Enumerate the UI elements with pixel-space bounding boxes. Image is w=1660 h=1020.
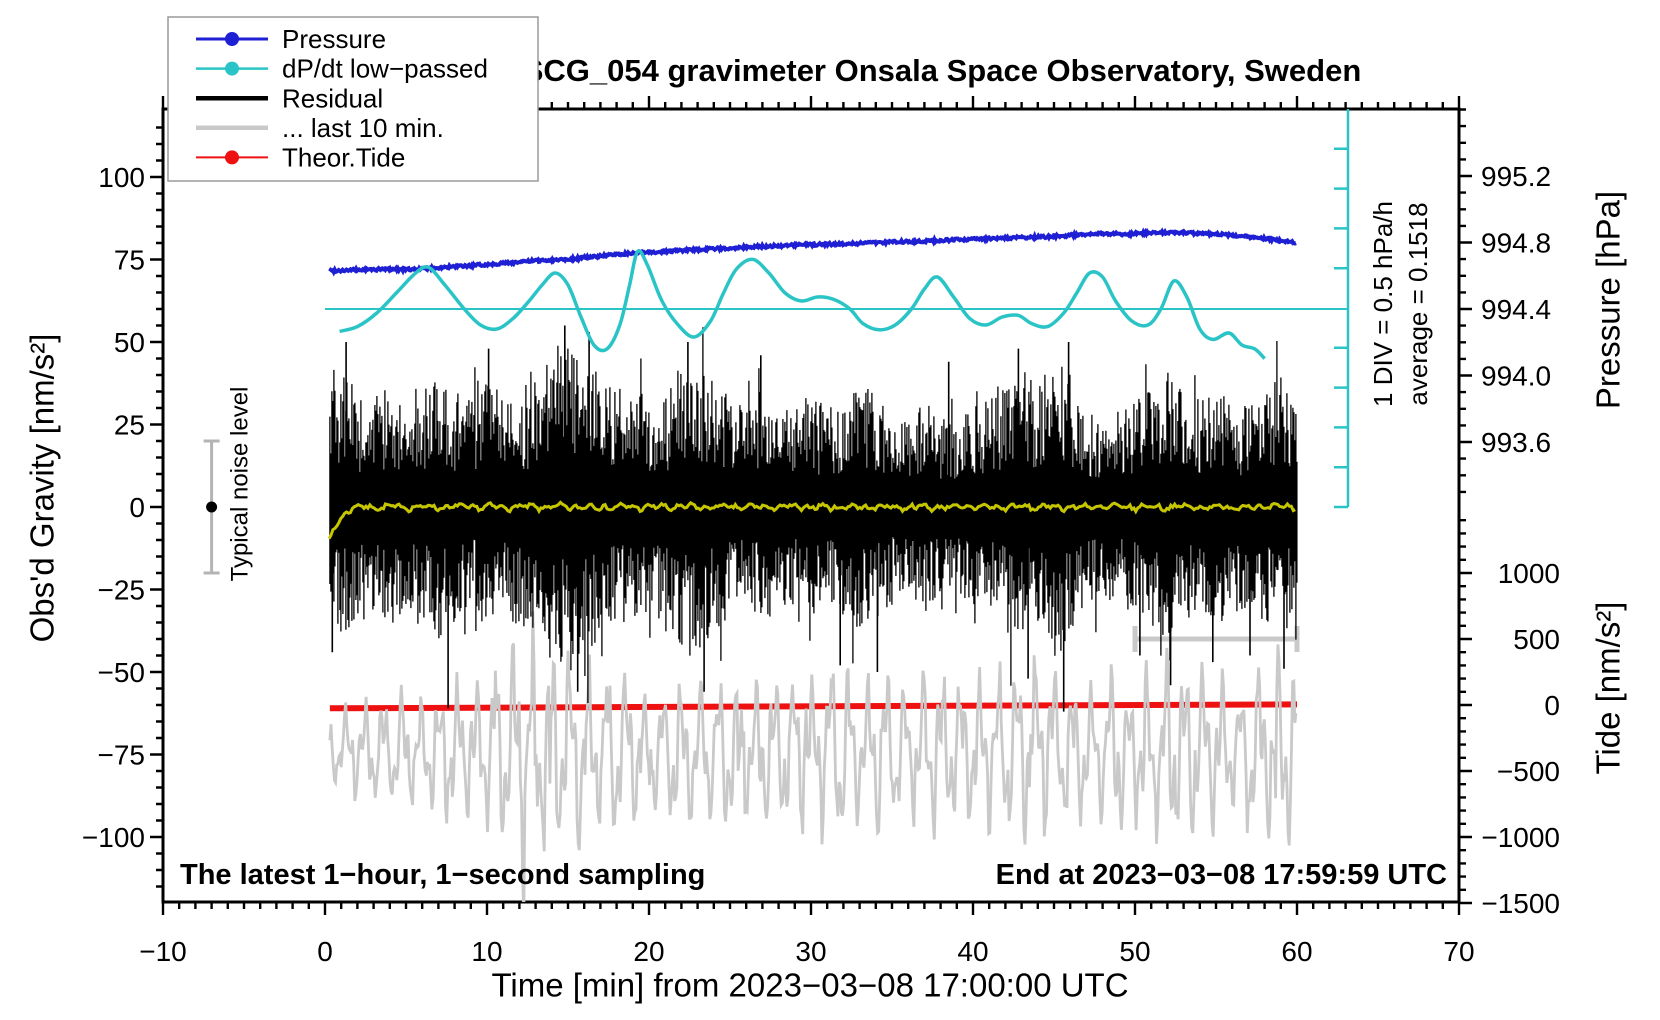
noise-level-marker xyxy=(203,439,220,575)
gravity-tick-label: −100 xyxy=(82,822,145,853)
legend-sample-dot xyxy=(225,32,239,46)
x-tick-label: 10 xyxy=(471,936,502,967)
x-tick-label: 0 xyxy=(317,936,333,967)
sampling-note: The latest 1−hour, 1−second sampling xyxy=(180,859,705,891)
dpdt-curve xyxy=(339,248,1266,360)
tide-axis-title: Tide [nm/s²] xyxy=(1590,602,1627,775)
x-tick-label: 70 xyxy=(1443,936,1474,967)
legend-item-label: Theor.Tide xyxy=(282,143,405,173)
legend-item-label: Residual xyxy=(282,83,383,113)
tide-tick-label: 1000 xyxy=(1498,558,1560,589)
gravity-tick-label: 100 xyxy=(98,162,145,193)
legend-item: dP/dt low−passed xyxy=(196,54,488,84)
noise-level-dot xyxy=(206,501,218,513)
gravity-tick-label: 0 xyxy=(129,492,145,523)
chart-title: SCG_054 gravimeter Onsala Space Observat… xyxy=(523,53,1362,88)
tide-tick-label: 0 xyxy=(1544,690,1560,721)
end-time-note: End at 2023−03−08 17:59:59 UTC xyxy=(996,859,1447,891)
gravity-tick-label: 25 xyxy=(114,409,145,440)
tide-tick-label: −500 xyxy=(1497,756,1560,787)
gravity-tick-label: 75 xyxy=(114,244,145,275)
x-tick-label: 50 xyxy=(1119,936,1150,967)
x-tick-label: −10 xyxy=(139,936,187,967)
gravity-tick-label: 50 xyxy=(114,327,145,358)
pressure-tick-label: 994.4 xyxy=(1481,294,1551,325)
x-axis-title: Time [min] from 2023−03−08 17:00:00 UTC xyxy=(491,967,1128,1004)
legend-item-label: ... last 10 min. xyxy=(282,113,444,143)
x-tick-label: 40 xyxy=(957,936,988,967)
last10min-curve xyxy=(328,611,1298,902)
legend-sample-dot xyxy=(225,150,239,165)
gravity-tick-label: −50 xyxy=(98,657,146,688)
div-scale-annotation: 1 DIV = 0.5 hPa/h xyxy=(1368,201,1398,407)
noise-level-label: Typical noise level xyxy=(226,387,253,582)
last10min-bracket xyxy=(1132,626,1300,652)
legend-item: Pressure xyxy=(196,24,386,54)
legend-item-label: dP/dt low−passed xyxy=(282,54,488,84)
pressure-axis-title: Pressure [hPa] xyxy=(1590,191,1627,409)
legend-item: ... last 10 min. xyxy=(196,113,444,143)
gravity-axis-title: Obs'd Gravity [nm/s²] xyxy=(24,334,61,643)
axis-tick-labels: −10 0 10 20 30 40 50 60 701007550250−25−50−75−10… xyxy=(82,161,1560,967)
tide-tick-label: −1000 xyxy=(1481,822,1560,853)
residual-lowpass-curve xyxy=(327,500,1296,540)
data-curves xyxy=(327,227,1300,902)
x-tick-label: 60 xyxy=(1281,936,1312,967)
residual-spikes xyxy=(331,325,1285,712)
legend-sample-dot xyxy=(225,61,239,76)
legend-item: Theor.Tide xyxy=(196,143,405,173)
legend-item: Residual xyxy=(196,83,383,113)
pressure-tick-label: 993.6 xyxy=(1481,427,1551,458)
pressure-tick-label: 995.2 xyxy=(1481,161,1551,192)
pressure-tick-label: 994.8 xyxy=(1481,227,1551,258)
x-tick-label: 30 xyxy=(795,936,826,967)
tide-tick-label: −1500 xyxy=(1481,888,1560,919)
gravity-tick-label: −75 xyxy=(98,739,146,770)
x-tick-label: 20 xyxy=(633,936,664,967)
pressure-tick-label: 994.0 xyxy=(1481,360,1551,391)
dpdt-scale-bar xyxy=(325,109,1350,509)
gravity-tick-label: −25 xyxy=(98,574,146,605)
legend-item-label: Pressure xyxy=(282,24,386,54)
pressure-curve xyxy=(328,227,1297,277)
residual-band xyxy=(329,327,1298,703)
average-annotation: average = 0.1518 xyxy=(1403,202,1433,405)
tide-tick-label: 500 xyxy=(1513,624,1560,655)
